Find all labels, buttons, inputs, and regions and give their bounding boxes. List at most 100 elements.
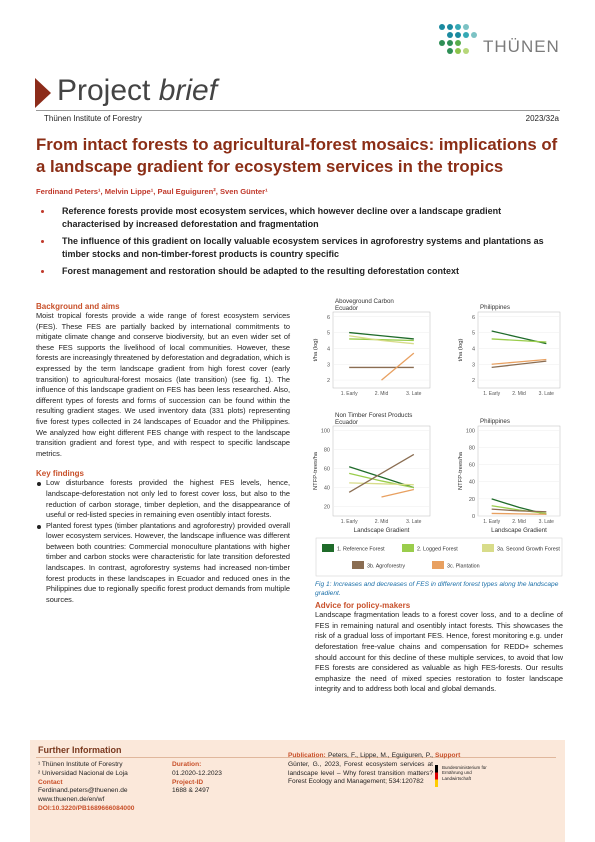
legend-label: 1. Reference Forest [337, 547, 385, 553]
y-tick-label: 2 [472, 378, 475, 384]
y-axis-label: t/ha (log) [458, 338, 464, 361]
legend-swatch [352, 561, 364, 569]
affiliation: ¹ Thünen Institute of Forestry [38, 761, 123, 768]
y-tick-label: 5 [472, 331, 475, 337]
brand-em: brief [158, 74, 218, 107]
label: Support [435, 752, 461, 759]
y-tick-label: 4 [327, 346, 330, 352]
plot-area [477, 311, 561, 389]
rule [36, 110, 560, 111]
footer: Further Information ¹ Thünen Institute o… [30, 740, 565, 842]
panel-title: Philippines [480, 304, 510, 311]
legend-swatch [322, 544, 334, 552]
paragraph: Landscape fragmentation leads to a fores… [315, 610, 563, 694]
legend-label: 3a. Second Growth Forest [497, 547, 560, 553]
series-line [491, 512, 547, 515]
x-axis-label: Landscape Gradient [354, 527, 410, 534]
x-tick-label: 3. Late [539, 519, 555, 525]
y-tick-label: 5 [327, 331, 330, 337]
y-tick-label: 20 [469, 497, 475, 503]
plot-area [477, 425, 561, 517]
y-tick-label: 40 [324, 486, 330, 492]
brand: Project brief [57, 74, 217, 108]
footer-col: Support Bundesministerium für Ernährung … [435, 752, 545, 787]
panel-subtitle: Ecuador [335, 305, 358, 312]
footer-col: Duration: 01.2020-12.2023 Project-ID 168… [172, 761, 282, 796]
panel-title: Non Timber Forest Products [335, 412, 412, 419]
y-tick-label: 4 [472, 346, 475, 352]
panel-subtitle: Ecuador [335, 419, 358, 426]
y-tick-label: 6 [327, 315, 330, 321]
x-tick-label: 2. Mid [512, 519, 526, 525]
x-tick-label: 2. Mid [512, 391, 526, 397]
legend-label: 2. Logged Forest [417, 547, 458, 553]
right-column: Fig 1: Increases and decreases of FES in… [315, 581, 563, 695]
legend-label: 3b. Agroforestry [367, 564, 405, 570]
x-tick-label: 1. Early [483, 519, 500, 525]
y-axis-label: NTFP-trees/ha [458, 451, 464, 490]
highlight: Reference forests provide most ecosystem… [36, 205, 546, 230]
footer-heading: Further Information [38, 745, 122, 755]
series-line [491, 338, 547, 343]
institute: Thünen Institute of Forestry [44, 114, 142, 123]
y-tick-label: 0 [472, 514, 475, 520]
plot-area [332, 425, 431, 517]
flag [435, 764, 438, 787]
y-tick-label: 3 [472, 362, 475, 368]
x-tick-label: 3. Late [539, 391, 555, 397]
series-line [349, 472, 414, 489]
legend-swatch [482, 544, 494, 552]
logo-text: THÜNEN [483, 37, 560, 56]
sponsor: Bundesministerium für Ernährung und Land… [442, 764, 487, 781]
series-line [381, 352, 415, 381]
x-tick-label: 2. Mid [375, 519, 389, 525]
x-axis-label: Landscape Gradient [491, 527, 547, 534]
series-line [348, 453, 415, 493]
legend-swatch [402, 544, 414, 552]
footer-rule [36, 757, 556, 758]
y-tick-label: 100 [321, 429, 330, 435]
logo-dots [439, 24, 477, 54]
series-line [381, 488, 414, 498]
series-line [491, 358, 547, 365]
title: From intact forests to agricultural-fore… [36, 135, 558, 176]
project: 1688 & 2497 [172, 787, 210, 795]
x-tick-label: 1. Early [341, 391, 358, 397]
panel-title: Aboveground Carbon [335, 298, 394, 305]
series-line [349, 338, 414, 342]
web: www.thuenen.de/en/wf [38, 796, 105, 804]
findings: Low disturbance forests provided the hig… [36, 478, 290, 605]
x-tick-label: 1. Early [341, 519, 358, 525]
series-line [491, 508, 547, 513]
y-tick-label: 80 [324, 448, 330, 454]
finding: Planted forest types (timber plantations… [36, 521, 290, 606]
footer-col: Publication: Peters, F., Lippe, M., Egui… [288, 752, 433, 787]
panel-title: Philippines [480, 418, 510, 425]
y-tick-label: 3 [327, 362, 330, 368]
x-tick-label: 3. Late [406, 519, 422, 525]
highlight: The influence of this gradient on locall… [36, 235, 546, 260]
y-tick-label: 80 [469, 445, 475, 451]
y-tick-label: 6 [472, 315, 475, 321]
y-axis-label: NTFP-trees/ha [313, 451, 319, 490]
label: Project-ID [172, 778, 204, 786]
heading: Advice for policy-makers [315, 601, 411, 611]
y-tick-label: 60 [324, 467, 330, 473]
paragraph: Moist tropical forests provide a wide ra… [36, 311, 290, 458]
y-tick-label: 2 [327, 378, 330, 384]
x-tick-label: 2. Mid [375, 391, 389, 397]
brand-mark [35, 78, 51, 108]
affiliation: ² Universidad Nacional de Loja [38, 769, 128, 777]
series-line [349, 335, 414, 345]
finding: Low disturbance forests provided the hig… [36, 478, 290, 520]
authors: Ferdinand Peters¹, Melvin Lippe¹, Paul E… [36, 187, 268, 196]
sponsor-logo: Bundesministerium für Ernährung und Land… [435, 764, 545, 787]
series-line [349, 331, 414, 340]
left-column: Background and aims Moist tropical fores… [36, 302, 290, 605]
label: Duration: [172, 761, 202, 768]
label: Contact [38, 778, 63, 786]
x-tick-label: 1. Early [483, 391, 500, 397]
x-tick-label: 3. Late [406, 391, 422, 397]
